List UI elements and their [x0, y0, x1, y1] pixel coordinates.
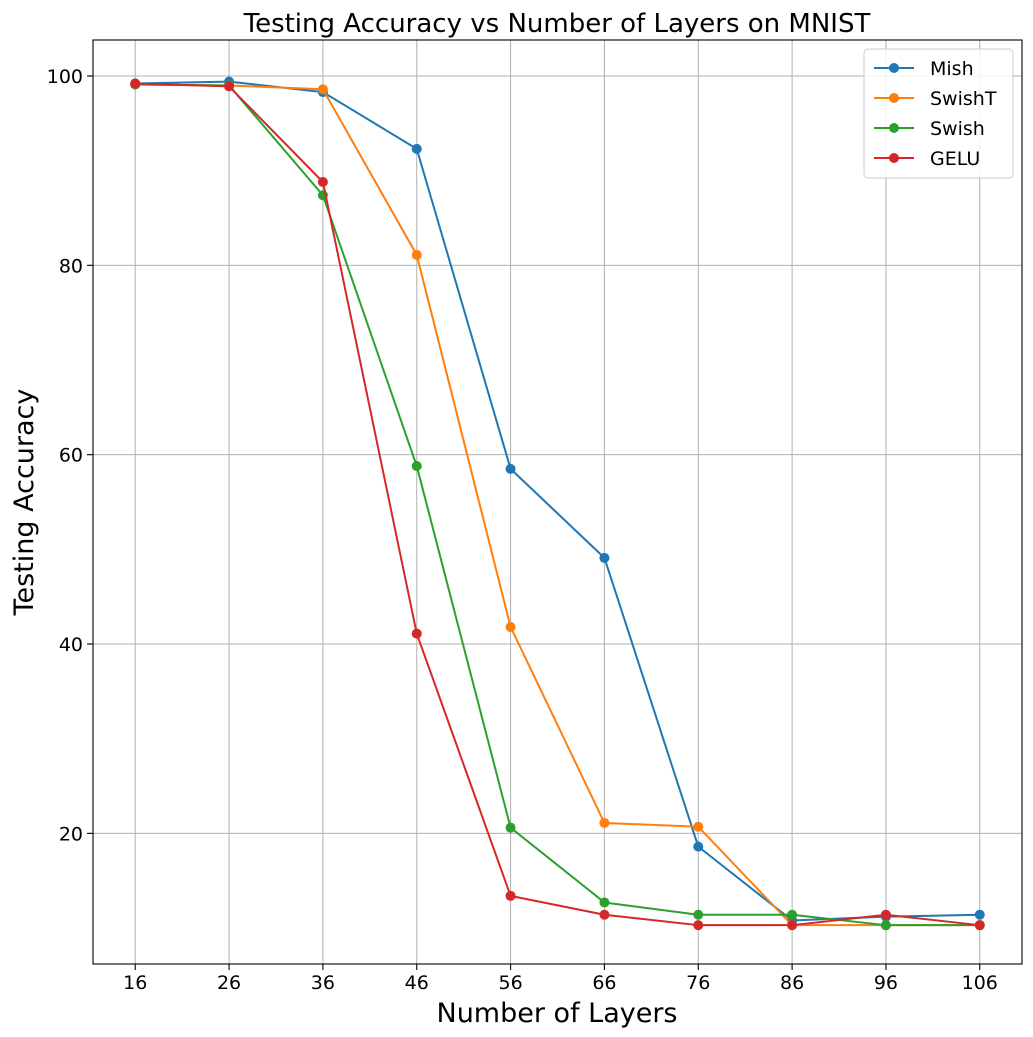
- series-line-swisht: [135, 83, 980, 927]
- legend-item-swisht: SwishT: [874, 88, 997, 110]
- legend: Mish SwishT Swish GELU: [863, 48, 1014, 179]
- data-point-gelu: [224, 81, 235, 92]
- x-tick-label: 96: [874, 972, 898, 994]
- data-point-swish: [599, 897, 610, 908]
- x-tick-label: 76: [686, 972, 710, 994]
- data-point-mish: [974, 909, 985, 920]
- series-gelu: [130, 78, 985, 931]
- data-point-swish: [693, 909, 704, 920]
- legend-marker: [889, 153, 899, 163]
- x-tick-label: 106: [962, 972, 998, 994]
- legend-item-mish: Mish: [874, 58, 974, 80]
- data-point-gelu: [974, 920, 985, 931]
- data-point-swisht: [411, 249, 422, 260]
- y-tick-label: 80: [59, 255, 83, 277]
- legend-item-swish: Swish: [874, 118, 985, 140]
- series-line-mish: [135, 80, 980, 922]
- axis-ticks: 16 26 36 46 56 66 76 86 96 106 20 40 60 80 100: [47, 66, 998, 994]
- grid: [93, 40, 1022, 964]
- legend-marker: [889, 93, 899, 103]
- data-point-gelu: [599, 909, 610, 920]
- series-line-gelu: [135, 82, 980, 927]
- legend-label: SwishT: [930, 88, 997, 110]
- x-tick-label: 36: [311, 972, 335, 994]
- legend-label: Mish: [930, 58, 974, 80]
- data-point-swish: [880, 920, 891, 931]
- data-point-mish: [505, 463, 516, 474]
- series-mish: [130, 76, 985, 926]
- data-point-swish: [411, 461, 422, 472]
- legend-box: [863, 48, 1014, 179]
- data-point-swisht: [599, 817, 610, 828]
- data-point-gelu: [317, 177, 328, 188]
- legend-label: Swish: [930, 118, 985, 140]
- data-point-gelu: [693, 920, 704, 931]
- data-point-swisht: [505, 621, 516, 632]
- y-tick-label: 100: [47, 66, 83, 88]
- data-point-mish: [599, 552, 610, 563]
- y-tick-label: 40: [59, 634, 83, 656]
- chart-title: Testing Accuracy vs Number of Layers on …: [243, 9, 871, 39]
- series-swisht: [130, 79, 985, 931]
- series-line-swish: [135, 83, 980, 927]
- legend-item-gelu: GELU: [874, 148, 980, 170]
- x-tick-label: 56: [498, 972, 522, 994]
- x-tick-label: 16: [123, 972, 147, 994]
- legend-label: GELU: [930, 148, 980, 170]
- data-point-swisht: [693, 821, 704, 832]
- x-axis-label: Number of Layers: [437, 998, 678, 1029]
- data-point-swish: [505, 822, 516, 833]
- data-point-mish: [693, 841, 704, 852]
- data-point-gelu: [880, 909, 891, 920]
- data-point-gelu: [787, 920, 798, 931]
- series-swish: [130, 79, 985, 931]
- x-tick-label: 26: [217, 972, 241, 994]
- series-group: [130, 76, 985, 931]
- y-tick-label: 20: [59, 823, 83, 845]
- data-point-swish: [787, 909, 798, 920]
- y-tick-label: 60: [59, 445, 83, 467]
- data-point-swisht: [317, 84, 328, 95]
- x-tick-label: 46: [405, 972, 429, 994]
- x-tick-label: 86: [780, 972, 804, 994]
- legend-marker: [889, 123, 899, 133]
- data-point-gelu: [411, 628, 422, 639]
- data-point-mish: [411, 143, 422, 154]
- data-point-gelu: [130, 78, 141, 89]
- plot-area: [92, 39, 1023, 965]
- x-tick-label: 66: [592, 972, 616, 994]
- data-point-gelu: [505, 890, 516, 901]
- legend-marker: [889, 63, 899, 73]
- y-axis-label: Testing Accuracy: [9, 389, 40, 617]
